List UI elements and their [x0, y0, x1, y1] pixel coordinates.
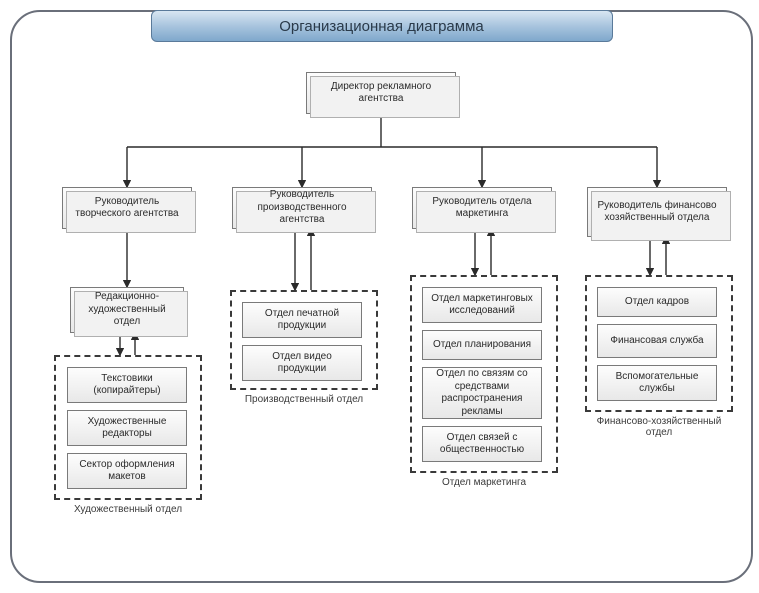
group-label-g1: Художественный отдел — [56, 504, 200, 515]
node-b3_1: Отдел маркетинговых исследований — [422, 287, 542, 323]
node-b4_2: Финансовая служба — [597, 324, 717, 358]
node-b1_1: Текстовики (копирайтеры) — [67, 367, 187, 403]
node-b4_1: Отдел кадров — [597, 287, 717, 317]
group-label-g2: Производственный отдел — [232, 394, 376, 405]
diagram-title: Организационная диаграмма — [151, 10, 613, 42]
node-b4_3: Вспомогательные службы — [597, 365, 717, 401]
node-b3_2: Отдел планирования — [422, 330, 542, 360]
node-b1_3: Сектор оформления макетов — [67, 453, 187, 489]
node-b3_4: Отдел связей с общественностью — [422, 426, 542, 462]
node-b1a: Редакционно-художественный отдел — [70, 287, 184, 333]
node-b1_2: Художественные редакторы — [67, 410, 187, 446]
diagram-frame: Организационная диаграмма Художественный… — [10, 10, 753, 583]
node-mgr4: Руководитель финансово хозяйственный отд… — [587, 187, 727, 237]
node-root: Директор рекламного агентства — [306, 72, 456, 114]
node-b2_2: Отдел видео продукции — [242, 345, 362, 381]
group-label-g3: Отдел маркетинга — [412, 477, 556, 488]
node-mgr3: Руководитель отдела маркетинга — [412, 187, 552, 229]
node-mgr2: Руководитель производственного агентства — [232, 187, 372, 229]
node-b2_1: Отдел печатной продукции — [242, 302, 362, 338]
node-mgr1: Руководитель творческого агентства — [62, 187, 192, 229]
node-b3_3: Отдел по связям со средствами распростра… — [422, 367, 542, 419]
diagram-title-text: Организационная диаграмма — [279, 18, 484, 35]
group-label-g4: Финансово-хозяйственный отдел — [587, 416, 731, 438]
